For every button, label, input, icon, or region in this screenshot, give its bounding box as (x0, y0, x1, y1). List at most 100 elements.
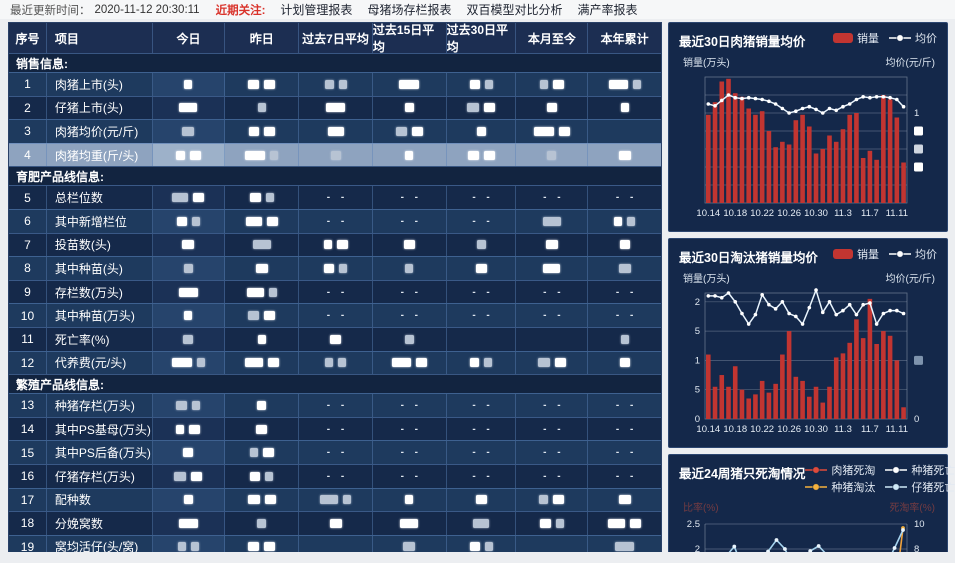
masked-value (257, 400, 267, 410)
report-link-3[interactable]: 满产率报表 (577, 3, 638, 17)
svg-text:5: 5 (695, 385, 700, 396)
masked-value (627, 216, 636, 226)
table-row-19[interactable]: 19 窝均活仔(头/窝) (9, 534, 661, 552)
masked-value (171, 358, 192, 368)
chart-legend: 肉猪死淘 种猪死亡 种猪淘汰 仔猪死亡 (805, 462, 955, 495)
masked-value (246, 287, 264, 297)
chart-panel-2: 最近30日淘汰猪销量均价 销量 均价 销量(万头) 均价(元/斤) 10.14 10.18 1… (668, 238, 948, 448)
svg-text:0: 0 (695, 414, 700, 425)
legend-item-仔猪死亡[interactable]: 仔猪死亡 (885, 479, 955, 495)
table-row-13[interactable]: 13 种猪存栏(万头) - - - - - - - - - - (9, 393, 661, 417)
table-row-17[interactable]: 17 配种数 (9, 487, 661, 512)
masked-value (176, 424, 185, 434)
masked-value (183, 263, 193, 273)
masked-value (257, 334, 266, 344)
table-row-11[interactable]: 11 死亡率(%) (9, 326, 661, 351)
value-cell: - - (516, 441, 589, 464)
value-cell: - - (588, 186, 661, 209)
value-cell (373, 143, 447, 167)
legend-item-均价[interactable]: 均价 (889, 246, 937, 262)
masked-value (329, 518, 342, 528)
table-row-14[interactable]: 14 其中PS基母(万头) - - - - - - - - - - (9, 416, 661, 441)
legend-item-肉猪死淘[interactable]: 肉猪死淘 (805, 462, 875, 478)
value-cell: - - (447, 280, 517, 304)
masked-value (257, 103, 266, 113)
svg-text:10.22: 10.22 (750, 208, 774, 219)
table-row-12[interactable]: 12 代养费(元/头) (9, 350, 661, 375)
value-cell: - - (299, 209, 373, 233)
table-row-2[interactable]: 2 仔猪上市(头) (9, 95, 661, 120)
masked-value (183, 334, 194, 344)
row-number: 17 (9, 488, 47, 512)
value-cell: - - (373, 209, 447, 233)
table-row-1[interactable]: 1 肉猪上市(头) (9, 72, 661, 96)
svg-text:10.30: 10.30 (804, 208, 828, 219)
masked-value (263, 126, 275, 136)
svg-text:10.30: 10.30 (804, 424, 828, 435)
value-cell (588, 120, 661, 143)
row-label: 仔猪上市(头) (47, 96, 153, 120)
table-row-16[interactable]: 16 仔猪存栏(万头) - - - - - - - - - - (9, 463, 661, 488)
table-row-9[interactable]: 9 存栏数(万头) - - - - - - - - - - (9, 279, 661, 304)
table-row-8[interactable]: 8 其中种苗(头) (9, 256, 661, 280)
masked-value (615, 542, 635, 552)
masked-dash: - - (472, 215, 494, 227)
svg-text:10.22: 10.22 (750, 424, 774, 435)
value-cell: - - (299, 280, 373, 304)
value-cell (588, 234, 661, 257)
section-label: 繁殖产品线信息: (16, 377, 104, 392)
legend-item-种猪死亡[interactable]: 种猪死亡 (885, 462, 955, 478)
masked-dash: - - (615, 310, 638, 322)
table-row-7[interactable]: 7 投苗数(头) (9, 232, 661, 257)
masked-value (266, 216, 278, 226)
masked-value (405, 150, 414, 160)
value-cell (373, 233, 447, 257)
value-cell (299, 257, 373, 280)
value-cell (516, 327, 589, 351)
value-cell (299, 233, 373, 257)
col-header: 项目 (47, 23, 153, 53)
table-row-5[interactable]: 5 总栏位数 - - - - - - - - - - (9, 185, 661, 209)
table-row-4[interactable]: 4 肉猪均重(斤/头) (9, 142, 661, 167)
masked-value (338, 358, 347, 368)
charts-column: 最近30日肉猪销量均价 销量 均价 销量(万头) 均价(元/斤) 10.14 10.18 10… (668, 22, 955, 552)
legend-bar-swatch (833, 33, 853, 43)
value-cell: - - (447, 186, 517, 209)
value-cell: - - (373, 304, 447, 327)
legend-item-均价[interactable]: 均价 (889, 30, 937, 46)
report-link-2[interactable]: 双百模型对比分析 (466, 3, 563, 17)
masked-value (267, 358, 279, 368)
table-row-10[interactable]: 10 其中种苗(万头) - - - - - - - - - - (9, 303, 661, 327)
svg-text:11.3: 11.3 (834, 208, 852, 219)
update-time-label: 最近更新时间： (10, 4, 91, 17)
masked-value (618, 495, 631, 505)
table-row-18[interactable]: 18 分娩窝数 (9, 511, 661, 535)
table-row-6[interactable]: 6 其中新增栏位 - - - - - - (9, 208, 661, 233)
report-link-1[interactable]: 母猪场存栏报表 (367, 3, 452, 17)
masked-value (467, 150, 479, 160)
masked-value (264, 311, 276, 321)
value-cell (373, 120, 447, 143)
report-link-0[interactable]: 计划管理报表 (280, 3, 353, 17)
legend-item-销量[interactable]: 销量 (833, 30, 879, 46)
masked-value (330, 150, 341, 160)
value-cell: - - (373, 394, 447, 417)
value-cell (516, 209, 589, 233)
masked-value (415, 358, 427, 368)
legend-line-swatch (805, 466, 828, 474)
masked-value (403, 542, 416, 552)
masked-value (608, 79, 628, 89)
value-cell (152, 186, 226, 209)
table-row-3[interactable]: 3 肉猪均价(元/斤) (9, 119, 661, 143)
value-cell (152, 73, 226, 96)
value-cell (152, 120, 226, 143)
table-row-15[interactable]: 15 其中PS后备(万头) - - - - - - - - - - (9, 440, 661, 464)
row-label: 其中种苗(头) (47, 257, 153, 280)
masked-value (608, 518, 626, 528)
value-cell: - - (373, 280, 447, 304)
row-label: 仔猪存栏(万头) (47, 464, 153, 488)
legend-item-销量[interactable]: 销量 (833, 246, 879, 262)
table-header-row: 序号 项目 今日 昨日 过去7日平均 过去15日平均 过去30日平均 本月至今 本年累计 (9, 23, 661, 53)
masked-value (484, 79, 493, 89)
legend-item-种猪淘汰[interactable]: 种猪淘汰 (805, 479, 875, 495)
